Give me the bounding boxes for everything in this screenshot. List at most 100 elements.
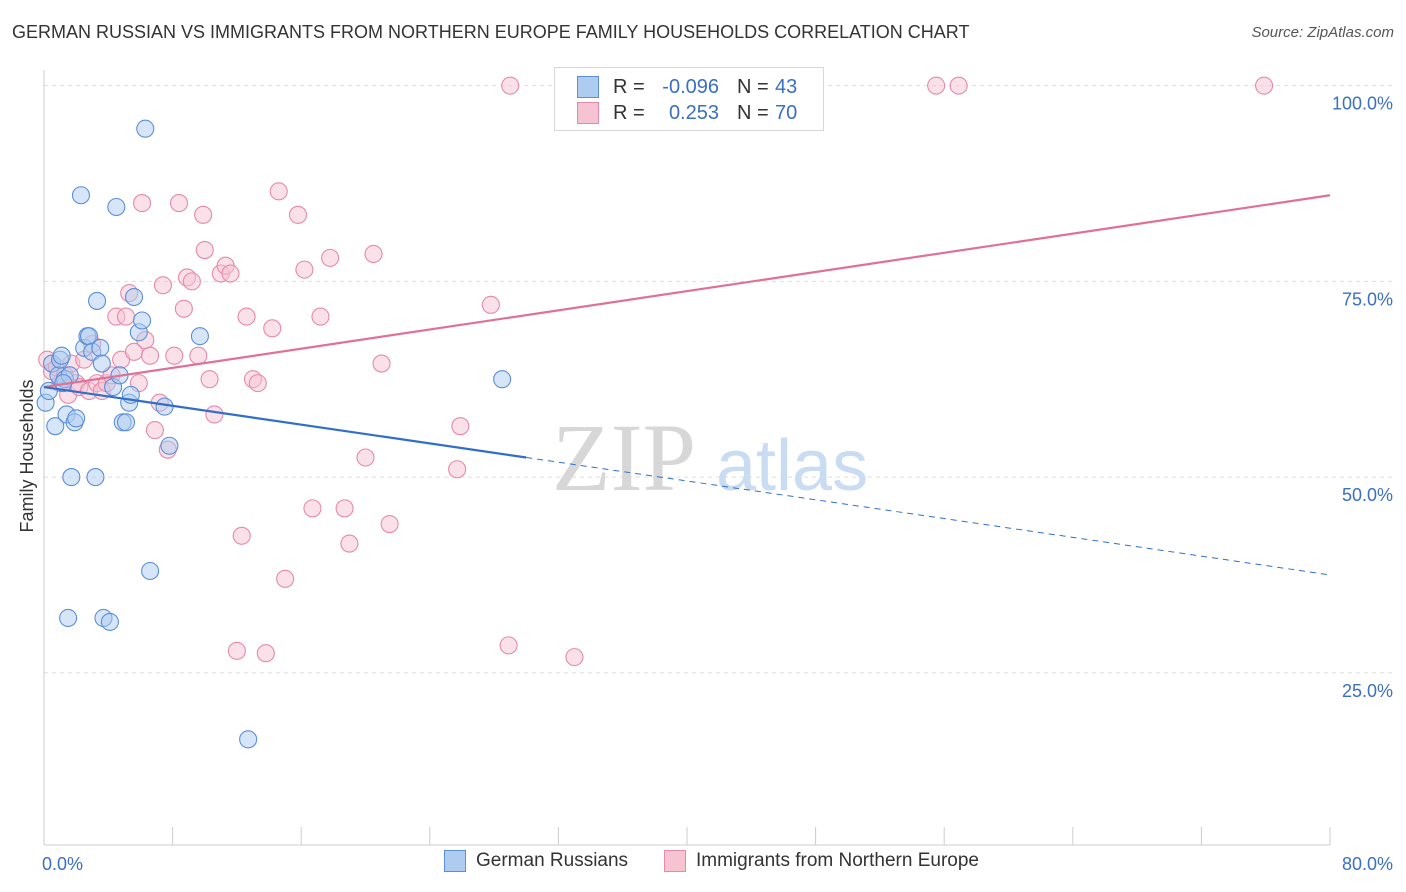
data-point-german-russians [493,370,512,389]
data-point-german-russians [52,346,71,365]
data-point-northern-europe [311,307,330,326]
data-point-german-russians [67,409,86,428]
data-point-northern-europe [340,534,359,553]
series-legend: German Russians Immigrants from Northern… [0,850,1406,880]
data-point-german-russians [133,311,152,330]
data-point-german-russians [107,197,126,217]
watermark-zip: ZIP [552,404,696,511]
data-point-german-russians [87,291,107,310]
data-point-northern-europe [321,248,340,267]
data-point-northern-europe [237,307,256,326]
legend-swatch-blue [577,76,599,98]
legend-r-label: R = [613,101,645,124]
data-point-german-russians [86,468,105,487]
data-point-german-russians [100,612,119,631]
data-point-northern-europe [276,569,295,588]
data-point-northern-europe [499,636,518,655]
data-point-northern-europe [232,526,251,545]
legend-swatch-blue [444,850,466,872]
data-point-northern-europe [372,354,391,373]
legend-item-label: Immigrants from Northern Europe [696,850,979,871]
legend-n-value: 70 [775,101,798,124]
data-point-northern-europe [195,241,214,260]
data-point-northern-europe [565,648,584,667]
data-point-northern-europe [205,405,224,424]
data-point-northern-europe [380,514,399,534]
data-point-northern-europe [194,205,213,224]
trend-line-german-russians-extension [526,457,1331,576]
grid-layer [44,85,1392,674]
y-tick-label: 75.0% [1342,289,1393,309]
data-point-northern-europe [200,370,219,389]
legend-item-label: German Russians [476,850,629,871]
data-point-northern-europe [133,194,152,213]
legend-swatch-pink [664,850,686,872]
data-point-northern-europe [227,641,246,660]
chart-title: GERMAN RUSSIAN VS IMMIGRANTS FROM NORTHE… [12,22,970,42]
data-point-german-russians [62,468,81,487]
correlation-legend: R = -0.096 N = 43 R = 0.253 N = 70 [554,67,824,131]
data-point-northern-europe [116,307,136,326]
data-point-northern-europe [295,260,314,279]
y-tick-label: 100.0% [1332,94,1393,114]
legend-item-german-russians: German Russians [444,850,628,872]
data-point-northern-europe [501,76,520,95]
data-point-northern-europe [269,182,288,201]
tick-labels: 25.0% 50.0% 75.0% 100.0% 0.0% 80.0% [42,94,1393,874]
data-point-northern-europe [949,76,968,95]
axis-layer [43,70,1331,846]
data-point-northern-europe [248,374,267,393]
data-point-northern-europe [303,499,322,518]
legend-n-label: N = [737,101,769,124]
data-point-german-russians [46,417,65,436]
data-point-german-russians [116,413,136,432]
data-point-northern-europe [182,272,201,291]
data-point-german-russians [59,608,78,628]
data-point-northern-europe [335,499,354,518]
data-point-german-russians [92,354,111,373]
trend-line-german-russians [43,385,527,459]
data-point-german-russians [239,730,258,749]
data-point-northern-europe [1255,76,1274,95]
data-point-northern-europe [927,76,946,95]
data-point-northern-europe [481,295,500,314]
data-point-northern-europe [153,276,173,295]
data-point-northern-europe [263,319,282,338]
data-point-northern-europe [169,194,189,213]
data-point-northern-europe [451,417,470,436]
data-point-northern-europe [221,264,240,283]
data-point-german-russians [71,186,91,205]
legend-row-northern-europe: R = 0.253 N = 70 [577,100,797,126]
legend-swatch-pink [577,102,599,124]
data-point-northern-europe [174,299,193,318]
data-point-northern-europe [141,346,160,365]
data-point-german-russians [124,287,144,307]
data-point-northern-europe [356,448,375,467]
source-label: Source: ZipAtlas.com [1251,24,1394,41]
legend-r-label: R = [613,75,645,98]
data-point-german-russians [141,561,160,581]
data-point-northern-europe [145,421,164,440]
data-point-northern-europe [256,644,275,663]
watermark: ZIP atlas [552,404,868,511]
data-point-northern-europe [165,346,184,365]
x-tick-label: 80.0% [1342,854,1393,874]
y-tick-label: 50.0% [1342,485,1393,505]
y-axis-label: Family Households [17,379,37,532]
data-point-german-russians [91,338,110,357]
trend-line-northern-europe [43,194,1331,389]
legend-row-german-russians: R = -0.096 N = 43 [577,74,797,100]
legend-r-value: 0.253 [668,101,719,124]
data-point-german-russians [160,436,179,455]
data-point-german-russians [190,327,209,346]
y-tick-label: 25.0% [1342,681,1393,701]
data-point-northern-europe [189,346,208,365]
series-northern-europe-points [38,76,1274,667]
legend-n-value: 43 [775,75,798,98]
legend-r-value: -0.096 [662,75,719,98]
data-point-northern-europe [288,205,308,224]
watermark-atlas: atlas [716,426,868,506]
data-point-northern-europe [448,460,467,479]
trend-lines [43,194,1331,576]
